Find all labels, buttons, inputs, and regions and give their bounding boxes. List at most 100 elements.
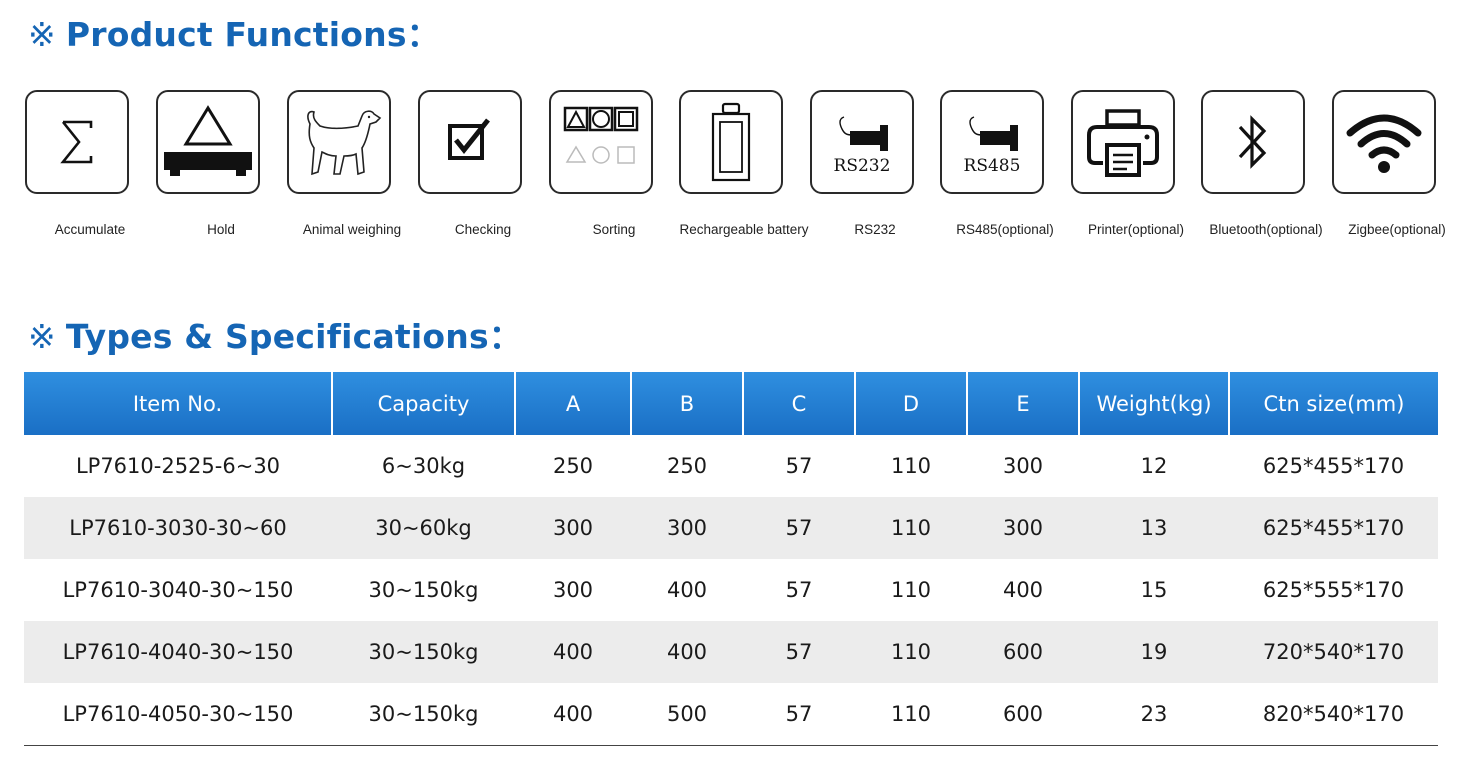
cell-item-no: LP7610-4040-30~150 xyxy=(24,621,332,683)
cell-e: 300 xyxy=(967,497,1079,559)
battery-icon-box xyxy=(679,90,783,194)
hold-icon-box xyxy=(156,90,260,194)
cell-item-no: LP7610-3030-30~60 xyxy=(24,497,332,559)
cell-e: 600 xyxy=(967,621,1079,683)
header-weight: Weight(kg) xyxy=(1078,372,1229,435)
cell-c: 57 xyxy=(743,683,855,746)
cell-c: 57 xyxy=(743,497,855,559)
table-row: LP7610-4050-30~150 30~150kg 400 500 57 1… xyxy=(24,683,1438,746)
cell-weight: 13 xyxy=(1079,497,1229,559)
specifications-table: Item No. Capacity A B C D E Weight(kg) C… xyxy=(24,372,1438,746)
cell-weight: 19 xyxy=(1079,621,1229,683)
cell-a: 300 xyxy=(515,497,631,559)
cell-weight: 12 xyxy=(1140,454,1168,478)
cell-capacity: 30~150kg xyxy=(332,683,515,746)
cell-b: 300 xyxy=(631,497,743,559)
checkbox-icon xyxy=(448,118,490,160)
cell-ctn-size: 625*455*170 xyxy=(1262,454,1405,478)
header-ctn-size: Ctn size(mm) xyxy=(1228,372,1438,435)
printer-icon xyxy=(1087,109,1159,177)
function-label: Rechargeable battery xyxy=(679,222,809,237)
cell-c: 57 xyxy=(743,621,855,683)
function-label: RS485(optional) xyxy=(956,222,1054,237)
bluetooth-icon-box xyxy=(1201,90,1305,194)
cell-e: 600 xyxy=(967,683,1079,746)
cell-c: 57 xyxy=(785,454,813,478)
accumulate-icon-box xyxy=(25,90,129,194)
reference-mark: ※ xyxy=(28,317,56,356)
rs232-plug-icon: RS232 xyxy=(834,116,891,176)
cell-capacity: 30~150kg xyxy=(332,621,515,683)
printer-icon-box xyxy=(1071,90,1175,194)
cell-weight: 15 xyxy=(1140,578,1168,602)
header-capacity: Capacity xyxy=(331,372,515,435)
cell-d: 110 xyxy=(855,621,967,683)
table-row: LP7610-3030-30~60 30~60kg 300 300 57 110… xyxy=(24,497,1438,559)
cell-a: 400 xyxy=(515,683,631,746)
cell-item-no: LP7610-3040-30~150 xyxy=(62,578,294,602)
function-label: Sorting xyxy=(592,222,636,237)
cell-b: 400 xyxy=(666,578,708,602)
table-row: LP7610-4040-30~150 30~150kg 400 400 57 1… xyxy=(24,621,1438,683)
bluetooth-icon xyxy=(1238,115,1267,169)
cell-e: 300 xyxy=(1002,454,1044,478)
functions-icon-row: Accumulate Hold Animal weighing xyxy=(0,90,1481,250)
shapes-icon xyxy=(563,106,639,164)
function-label: Zigbee(optional) xyxy=(1348,222,1446,237)
product-functions-title-text: Product Functions： xyxy=(65,15,440,54)
rs232-icon-box: RS232 xyxy=(810,90,914,194)
cell-d: 110 xyxy=(855,497,967,559)
dog-icon xyxy=(307,110,382,176)
cell-a: 300 xyxy=(552,578,594,602)
animal-weighing-icon-box xyxy=(287,90,391,194)
table-header-row: Item No. Capacity A B C D E Weight(kg) C… xyxy=(24,372,1438,435)
rs485-icon-text: RS485 xyxy=(964,156,1021,176)
cell-d: 110 xyxy=(890,454,932,478)
types-specifications-title-text: Types & Specifications： xyxy=(65,317,523,356)
cell-ctn-size: 720*540*170 xyxy=(1229,621,1438,683)
cell-capacity: 30~60kg xyxy=(332,497,515,559)
cell-d: 110 xyxy=(855,683,967,746)
cell-a: 400 xyxy=(515,621,631,683)
header-item-no: Item No. xyxy=(24,372,332,435)
cell-ctn-size: 625*455*170 xyxy=(1229,497,1438,559)
function-label: Printer(optional) xyxy=(1087,222,1185,237)
cell-c: 57 xyxy=(785,578,813,602)
header-d: D xyxy=(854,372,967,435)
cell-a: 250 xyxy=(552,454,594,478)
header-e: E xyxy=(966,372,1079,435)
sorting-icon-box xyxy=(549,90,653,194)
cell-b: 500 xyxy=(631,683,743,746)
scale-triangle-icon xyxy=(164,105,252,176)
rs485-plug-icon: RS485 xyxy=(964,116,1021,176)
cell-capacity: 6~30kg xyxy=(381,454,466,478)
function-label: Animal weighing xyxy=(302,222,402,237)
function-label: Checking xyxy=(454,222,512,237)
cell-ctn-size: 625*555*170 xyxy=(1262,578,1405,602)
table-row: LP7610-3040-30~150 30~150kg 300 400 57 1… xyxy=(24,559,1438,621)
rs485-icon-box: RS485 xyxy=(940,90,1044,194)
cell-b: 400 xyxy=(631,621,743,683)
cell-capacity: 30~150kg xyxy=(368,578,479,602)
cell-d: 110 xyxy=(890,578,932,602)
function-label: Accumulate xyxy=(54,222,126,237)
function-label: Bluetooth(optional) xyxy=(1209,222,1323,237)
cell-weight: 23 xyxy=(1079,683,1229,746)
cell-item-no: LP7610-2525-6~30 xyxy=(75,454,281,478)
cell-item-no: LP7610-4050-30~150 xyxy=(24,683,332,746)
header-b: B xyxy=(630,372,743,435)
function-label: Hold xyxy=(207,222,235,237)
checking-icon-box xyxy=(418,90,522,194)
sigma-icon xyxy=(60,120,93,164)
cell-e: 400 xyxy=(1002,578,1044,602)
header-c: C xyxy=(742,372,855,435)
function-label: RS232 xyxy=(854,222,896,237)
rs232-icon-text: RS232 xyxy=(834,156,891,176)
types-specifications-title: ※ Types & Specifications： xyxy=(28,310,522,358)
header-a: A xyxy=(514,372,631,435)
battery-icon xyxy=(711,102,751,182)
reference-mark: ※ xyxy=(28,15,56,54)
zigbee-icon-box xyxy=(1332,90,1436,194)
product-functions-title: ※ Product Functions： xyxy=(28,8,440,56)
table-row: LP7610-2525-6~30 6~30kg 250 250 57 110 3… xyxy=(24,435,1438,497)
